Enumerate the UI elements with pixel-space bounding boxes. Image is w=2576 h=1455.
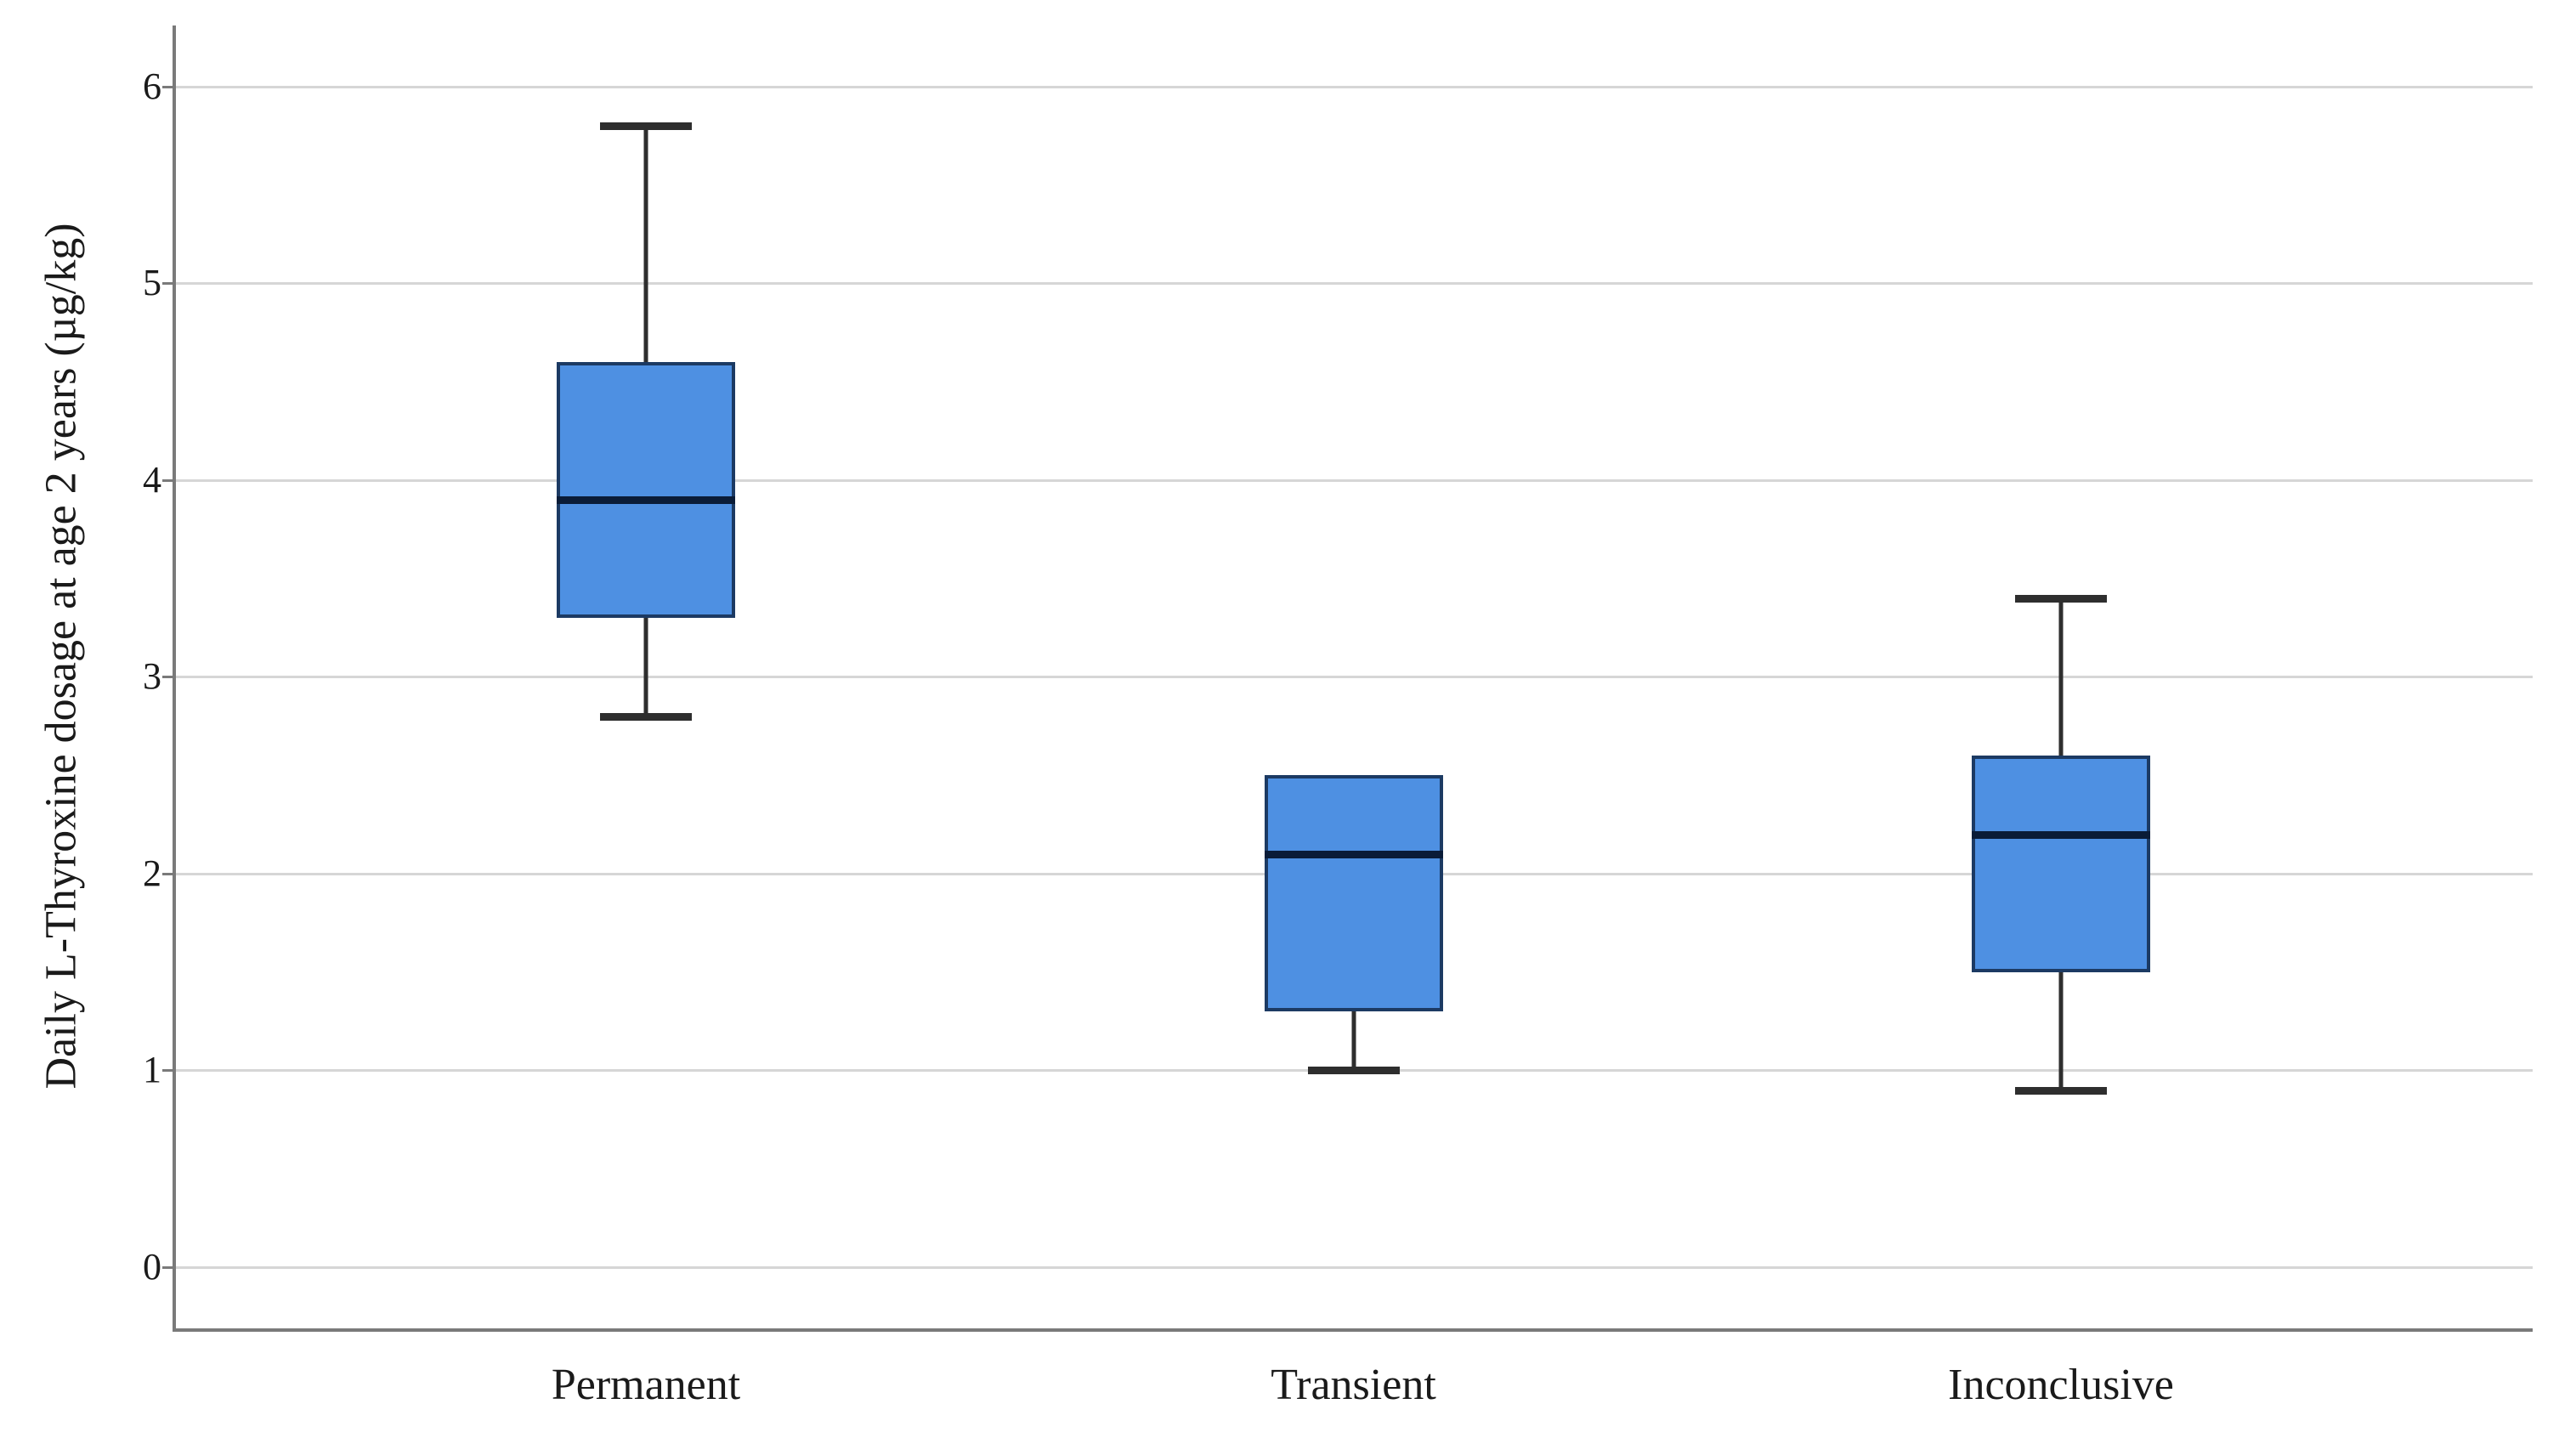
lower-whisker-stem-transient <box>1351 1011 1356 1071</box>
gridline-y-4 <box>174 478 2533 482</box>
x-category-label-permanent: Permanent <box>551 1361 741 1409</box>
lower-whisker-cap-inconclusive <box>2015 1086 2107 1095</box>
y-tick-label-1: 1 <box>143 1049 161 1091</box>
lower-whisker-stem-inconclusive <box>2058 971 2064 1090</box>
box-iqr-inconclusive <box>1972 755 2150 972</box>
lower-whisker-cap-transient <box>1307 1067 1400 1075</box>
y-tick-0 <box>162 1265 174 1269</box>
box-iqr-transient <box>1264 775 1443 1011</box>
upper-whisker-stem-permanent <box>643 126 648 362</box>
y-tick-3 <box>162 676 174 679</box>
gridline-y-3 <box>174 676 2533 679</box>
lower-whisker-cap-permanent <box>600 712 692 721</box>
y-tick-1 <box>162 1069 174 1073</box>
median-line-inconclusive <box>1972 830 2150 839</box>
y-tick-5 <box>162 282 174 286</box>
y-tick-label-4: 4 <box>143 458 161 501</box>
x-category-label-inconclusive: Inconclusive <box>1948 1361 2174 1409</box>
x-axis-line <box>173 1328 2533 1332</box>
y-axis-line <box>173 25 176 1332</box>
upper-whisker-cap-inconclusive <box>2015 594 2107 603</box>
lower-whisker-stem-permanent <box>643 617 648 716</box>
gridline-y-6 <box>174 85 2533 88</box>
upper-whisker-stem-inconclusive <box>2058 597 2064 756</box>
upper-whisker-cap-permanent <box>600 122 692 131</box>
gridline-y-5 <box>174 282 2533 286</box>
y-tick-label-0: 0 <box>143 1245 161 1288</box>
y-tick-label-2: 2 <box>143 852 161 894</box>
median-line-transient <box>1264 850 1443 858</box>
y-tick-6 <box>162 85 174 88</box>
box-iqr-permanent <box>557 361 735 618</box>
median-line-permanent <box>557 495 735 504</box>
y-tick-label-6: 6 <box>143 65 161 107</box>
y-tick-label-3: 3 <box>143 655 161 698</box>
y-tick-4 <box>162 478 174 482</box>
y-tick-label-5: 5 <box>143 262 161 304</box>
x-category-label-transient: Transient <box>1271 1361 1436 1409</box>
gridline-y-0 <box>174 1265 2533 1269</box>
y-tick-2 <box>162 872 174 875</box>
